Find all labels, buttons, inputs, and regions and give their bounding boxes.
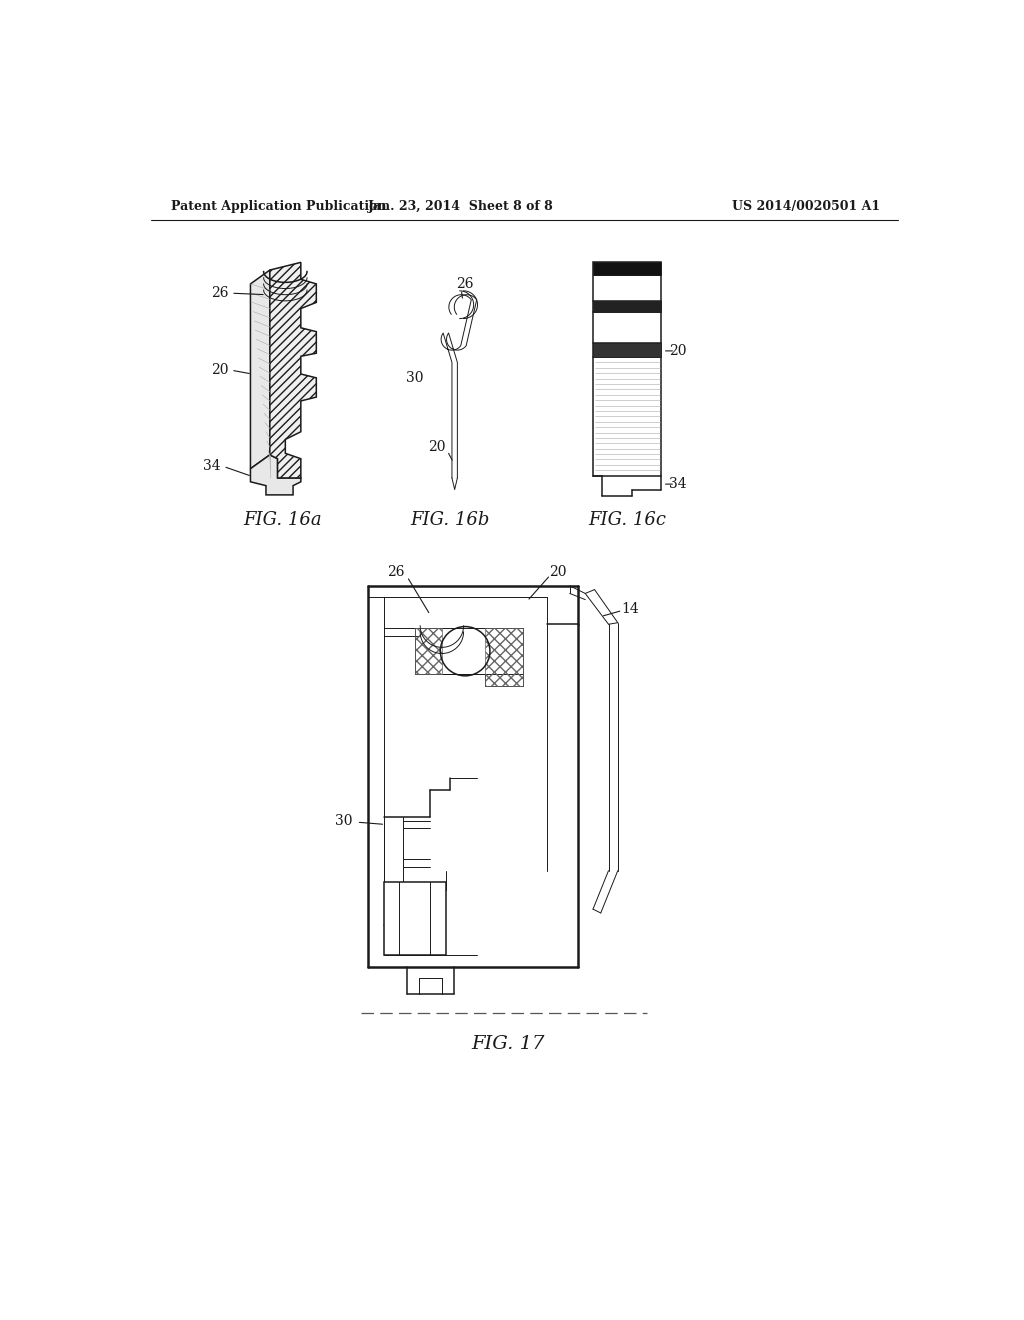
Text: FIG. 16c: FIG. 16c <box>588 511 666 529</box>
Text: 20: 20 <box>549 565 567 579</box>
Text: 20: 20 <box>670 345 687 358</box>
Bar <box>384 882 445 956</box>
Polygon shape <box>270 263 316 478</box>
Text: 26: 26 <box>387 565 404 579</box>
Text: 34: 34 <box>670 477 687 491</box>
Text: US 2014/0020501 A1: US 2014/0020501 A1 <box>731 199 880 213</box>
Text: 30: 30 <box>335 813 352 828</box>
Text: 30: 30 <box>406 371 424 385</box>
Text: 20: 20 <box>428 440 445 454</box>
Text: Patent Application Publication: Patent Application Publication <box>171 199 386 213</box>
Text: 14: 14 <box>622 602 639 616</box>
Text: FIG. 17: FIG. 17 <box>471 1035 545 1053</box>
Text: 26: 26 <box>457 277 474 290</box>
Bar <box>593 263 662 275</box>
Text: Jan. 23, 2014  Sheet 8 of 8: Jan. 23, 2014 Sheet 8 of 8 <box>369 199 554 213</box>
Polygon shape <box>251 271 270 469</box>
Text: 26: 26 <box>211 286 228 300</box>
Text: FIG. 16b: FIG. 16b <box>410 511 489 529</box>
Bar <box>593 301 662 312</box>
Text: FIG. 16a: FIG. 16a <box>244 511 323 529</box>
Bar <box>593 263 662 477</box>
Text: 34: 34 <box>203 459 220 474</box>
Bar <box>593 343 662 358</box>
Polygon shape <box>251 455 301 495</box>
Text: 20: 20 <box>211 363 228 378</box>
